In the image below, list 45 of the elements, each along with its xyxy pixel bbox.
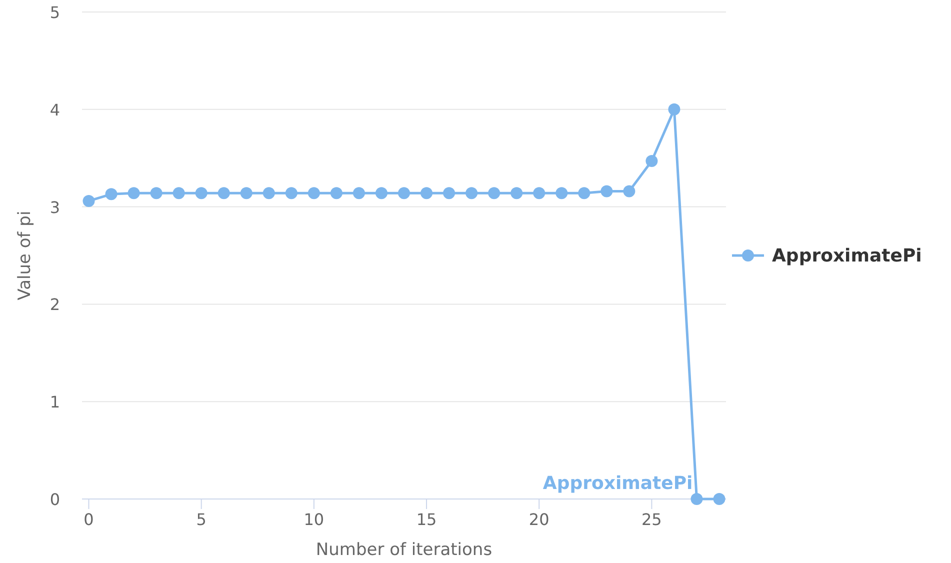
point	[713, 493, 726, 505]
point	[443, 187, 456, 200]
text: ApproximatePi	[542, 473, 693, 494]
x-tick-label: 20	[528, 510, 550, 529]
y-tick-label: 0	[50, 490, 60, 509]
point	[128, 187, 140, 200]
point	[420, 187, 433, 200]
point	[623, 185, 636, 198]
point	[488, 187, 500, 200]
point	[398, 187, 410, 200]
point	[308, 187, 320, 200]
x-tick-label: 25	[642, 510, 662, 529]
y-tick-label: 1	[50, 392, 60, 412]
x-tick-label: 5	[196, 510, 206, 529]
point	[690, 493, 703, 505]
point	[533, 187, 546, 200]
point	[600, 185, 613, 198]
x-tick-label: 10	[304, 510, 324, 529]
point	[150, 187, 162, 200]
point	[646, 155, 658, 168]
point	[105, 188, 118, 200]
x-tick-label: 15	[416, 510, 437, 529]
point	[240, 187, 252, 200]
x-axis-title: Number of iterations	[316, 540, 492, 560]
legend-label: ApproximatePi	[772, 246, 922, 266]
point	[510, 187, 523, 200]
y-axis-title: Value of pi	[15, 210, 35, 300]
point	[466, 187, 478, 200]
point	[375, 187, 388, 200]
point	[172, 187, 185, 200]
point	[195, 187, 208, 200]
point	[352, 187, 365, 200]
y-tick-label: 4	[50, 100, 60, 120]
point	[218, 187, 230, 200]
point	[262, 187, 275, 200]
point	[82, 194, 95, 207]
point	[578, 187, 590, 200]
point	[668, 103, 680, 116]
x-tick-label: 0	[84, 510, 94, 529]
point	[556, 187, 568, 200]
point	[285, 187, 298, 200]
y-tick-label: 5	[50, 3, 60, 22]
point	[330, 187, 342, 200]
y-tick-label: 2	[50, 295, 60, 314]
y-tick-label: 3	[50, 198, 60, 217]
